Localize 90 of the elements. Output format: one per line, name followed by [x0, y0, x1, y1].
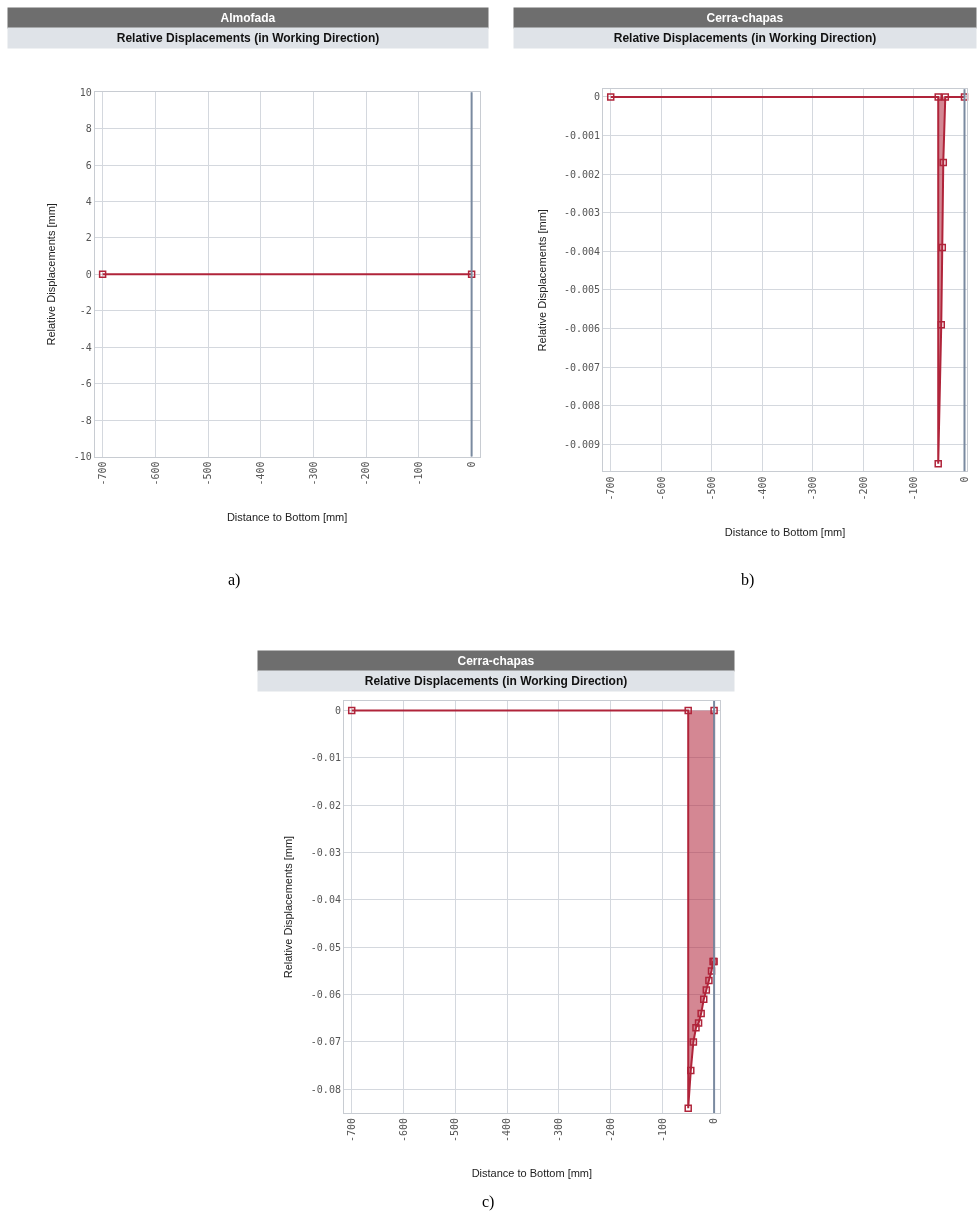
x-tick-label: -100	[413, 461, 425, 486]
x-tick-label: -300	[307, 461, 319, 486]
y-tick-label: -8	[79, 414, 92, 426]
x-tick-label: -600	[655, 476, 667, 501]
x-tick-label: -600	[397, 1117, 409, 1143]
x-tick-label: -500	[706, 476, 718, 501]
point	[938, 243, 947, 252]
point	[710, 706, 718, 715]
x-tick-label: -600	[149, 461, 161, 486]
x-tick-label: 0	[708, 1117, 720, 1125]
y-tick-label: -0.006	[564, 323, 601, 335]
y-tick-label: -0.003	[564, 207, 601, 219]
text: b)	[741, 571, 755, 589]
chart-title: Cerra-chapas	[706, 11, 784, 25]
chart-subtitle: Relative Displacements (in Working Direction)	[116, 31, 380, 45]
chart-title: Cerra-chapas	[457, 654, 535, 668]
y-tick-label: -0.05	[310, 941, 341, 953]
y-tick-label: -0.07	[310, 1036, 341, 1048]
x-tick-label: -200	[857, 476, 869, 501]
y-tick-label: -0.06	[310, 989, 341, 1001]
y-tick-label: -0.008	[564, 400, 601, 412]
point	[687, 1066, 695, 1075]
y-tick-label: -0.001	[564, 130, 601, 141]
y-tick-label: -0.009	[564, 438, 601, 450]
point	[347, 706, 356, 715]
point	[934, 93, 942, 101]
y-tick-label: 4	[85, 195, 92, 207]
text: c)	[482, 1193, 495, 1211]
x-tick-label: -200	[360, 461, 372, 486]
y-tick-label: 0	[85, 268, 92, 280]
point	[702, 986, 711, 994]
x-tick-label: 0	[465, 461, 477, 468]
point	[692, 1024, 700, 1032]
point	[937, 320, 946, 329]
x-axis-title: Distance to Bottom [mm]	[724, 525, 846, 538]
x-tick-label: -700	[96, 461, 108, 486]
point	[707, 967, 716, 975]
y-axis-title: Relative Displacements [mm]	[45, 203, 58, 346]
x-tick-label: -500	[449, 1117, 461, 1143]
point	[684, 706, 692, 715]
point	[939, 158, 948, 167]
point	[960, 93, 969, 101]
y-tick-label: 6	[85, 159, 92, 171]
y-tick-label: 8	[85, 123, 92, 135]
point	[694, 1019, 703, 1027]
text: a)	[228, 571, 241, 589]
point	[684, 1104, 692, 1113]
y-tick-label: -0.04	[310, 894, 341, 906]
y-tick-label: 10	[79, 86, 92, 98]
point	[606, 93, 615, 101]
point	[934, 459, 942, 468]
x-axis-title: Distance to Bottom [mm]	[226, 510, 348, 523]
point	[697, 1009, 705, 1018]
y-tick-label: -0.08	[310, 1083, 341, 1095]
y-tick-label: 2	[85, 232, 92, 244]
x-tick-label: -700	[345, 1117, 357, 1143]
y-tick-label: -0.002	[564, 168, 601, 180]
y-tick-label: -0.02	[310, 799, 341, 811]
y-tick-label: -0.004	[564, 245, 601, 257]
x-tick-label: -300	[553, 1117, 565, 1143]
x-tick-label: -400	[501, 1117, 513, 1143]
y-tick-label: -10	[73, 451, 92, 463]
x-tick-label: -300	[807, 476, 819, 501]
y-tick-label: -4	[79, 341, 92, 353]
y-tick-label: -0.007	[564, 361, 601, 373]
x-tick-label: -200	[604, 1117, 616, 1143]
x-tick-label: -500	[202, 461, 214, 486]
point	[689, 1038, 698, 1046]
point	[941, 93, 950, 101]
x-tick-label: 0	[958, 476, 970, 483]
y-tick-label: 0	[594, 91, 601, 103]
x-tick-label: -100	[908, 476, 920, 501]
chart-subtitle: Relative Displacements (in Working Direction)	[364, 674, 628, 688]
point	[705, 976, 713, 985]
chart-subtitle: Relative Displacements (in Working Direction)	[613, 31, 877, 45]
x-tick-label: -700	[604, 476, 616, 501]
y-tick-label: -0.005	[564, 284, 601, 296]
point	[699, 995, 708, 1004]
y-tick-label: -2	[79, 305, 92, 317]
y-axis-title: Relative Displacements [mm]	[282, 835, 295, 979]
x-tick-label: -100	[656, 1117, 668, 1143]
y-axis-title: Relative Displacements [mm]	[535, 209, 548, 352]
x-axis-title: Distance to Bottom [mm]	[471, 1167, 593, 1180]
y-tick-label: -0.01	[310, 752, 341, 764]
x-tick-label: -400	[756, 476, 768, 501]
x-tick-label: -400	[255, 461, 267, 486]
y-tick-label: -6	[79, 378, 92, 390]
y-tick-label: 0	[334, 705, 341, 717]
chart-title: Almofada	[220, 11, 276, 25]
y-tick-label: -0.03	[310, 847, 341, 859]
